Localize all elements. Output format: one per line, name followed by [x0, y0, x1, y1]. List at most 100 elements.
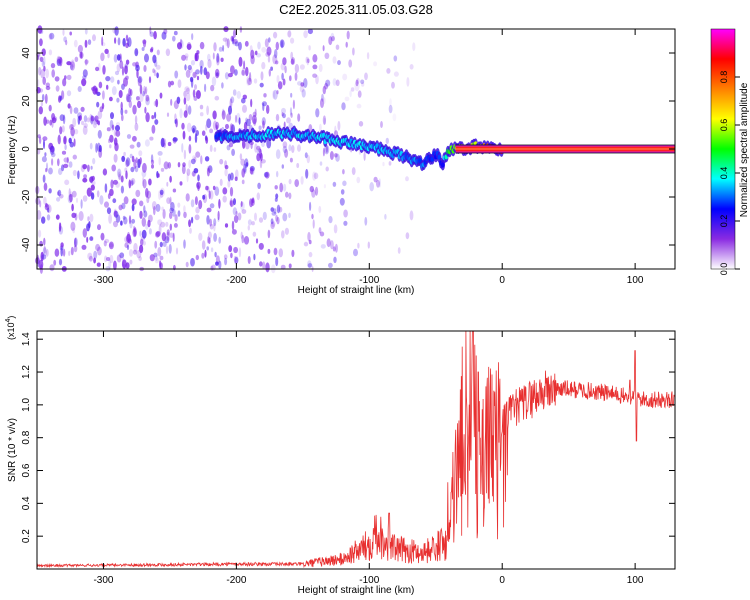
noise-speckle — [292, 99, 295, 110]
noise-speckle — [300, 82, 305, 87]
noise-speckle — [49, 119, 53, 126]
noise-speckle — [209, 223, 214, 230]
noise-speckle — [113, 210, 118, 217]
noise-speckle — [309, 185, 314, 193]
noise-speckle — [60, 247, 63, 257]
noise-speckle — [230, 198, 233, 208]
noise-speckle — [328, 216, 333, 224]
noise-speckle — [350, 87, 355, 92]
noise-speckle — [38, 259, 44, 270]
noise-speckle — [120, 101, 123, 110]
noise-speckle — [309, 201, 312, 211]
noise-speckle — [57, 134, 61, 145]
noise-speckle — [48, 49, 53, 56]
noise-speckle — [218, 46, 223, 52]
noise-speckle — [290, 58, 295, 65]
noise-speckle — [405, 176, 409, 182]
noise-speckle — [230, 96, 235, 104]
noise-speckle — [71, 190, 77, 198]
noise-speckle — [61, 150, 67, 155]
noise-speckle — [148, 178, 152, 186]
noise-speckle — [132, 225, 136, 233]
noise-speckle — [66, 156, 69, 164]
noise-speckle — [63, 157, 69, 163]
noise-speckle — [92, 34, 96, 42]
noise-speckle — [81, 244, 87, 250]
noise-speckle — [117, 79, 120, 85]
noise-speckle — [412, 42, 416, 52]
noise-speckle — [241, 209, 247, 214]
noise-speckle — [82, 228, 88, 238]
noise-speckle — [406, 77, 410, 87]
noise-speckle — [185, 261, 189, 268]
noise-speckle — [55, 85, 60, 92]
noise-speckle — [341, 102, 346, 111]
noise-speckle — [288, 192, 292, 200]
noise-speckle — [238, 247, 242, 258]
noise-speckle — [122, 215, 126, 220]
noise-speckle — [54, 248, 60, 257]
noise-speckle — [154, 111, 157, 119]
noise-speckle — [210, 265, 214, 271]
noise-speckle — [303, 78, 308, 88]
noise-speckle — [74, 212, 78, 221]
noise-speckle — [172, 209, 176, 217]
noise-speckle — [41, 48, 46, 56]
colorbar-tick-label: 0.0 — [719, 263, 729, 276]
noise-speckle — [249, 198, 253, 208]
noise-speckle — [45, 168, 48, 173]
noise-speckle — [109, 144, 112, 149]
noise-speckle — [102, 168, 108, 176]
noise-speckle — [231, 37, 235, 45]
noise-speckle — [151, 124, 156, 134]
noise-speckle — [355, 79, 359, 87]
noise-speckle — [149, 136, 154, 141]
noise-speckle — [169, 232, 174, 238]
noise-speckle — [200, 65, 203, 75]
noise-speckle — [142, 178, 147, 189]
snr-y-tick-label: 1.2 — [21, 365, 32, 379]
noise-speckle — [209, 144, 213, 152]
noise-speckle — [186, 168, 191, 176]
noise-speckle — [114, 70, 120, 76]
noise-speckle — [183, 239, 186, 249]
noise-speckle — [176, 96, 181, 105]
noise-speckle — [247, 77, 253, 86]
noise-speckle — [129, 153, 133, 159]
noise-speckle — [159, 189, 164, 195]
noise-speckle — [276, 90, 279, 95]
noise-speckle — [134, 122, 139, 131]
noise-speckle — [106, 257, 111, 261]
noise-speckle — [145, 187, 149, 198]
noise-speckle — [234, 176, 238, 182]
noise-speckle — [138, 150, 143, 157]
noise-speckle — [322, 115, 326, 125]
noise-speckle — [193, 72, 198, 78]
noise-speckle — [274, 197, 278, 202]
noise-speckle — [215, 124, 218, 131]
noise-speckle — [248, 114, 253, 121]
noise-speckle — [126, 244, 130, 250]
noise-speckle — [307, 58, 310, 64]
noise-speckle — [162, 209, 166, 219]
noise-speckle — [61, 125, 65, 133]
noise-speckle — [385, 137, 389, 145]
noise-speckle — [187, 64, 192, 71]
noise-speckle — [142, 90, 145, 97]
noise-speckle — [39, 200, 42, 208]
noise-speckle — [106, 84, 109, 90]
noise-speckle — [137, 100, 142, 109]
noise-speckle — [263, 172, 269, 178]
noise-speckle — [256, 53, 261, 58]
noise-speckle — [354, 81, 360, 92]
noise-speckle — [256, 153, 261, 162]
noise-speckle — [199, 112, 204, 117]
noise-speckle — [144, 106, 147, 114]
noise-speckle — [249, 45, 253, 53]
noise-speckle — [258, 242, 264, 250]
noise-speckle — [213, 147, 217, 152]
noise-speckle — [268, 37, 271, 43]
noise-speckle — [273, 31, 278, 39]
colorbar-tick-label: 0.4 — [719, 167, 729, 180]
noise-speckle — [72, 227, 76, 234]
